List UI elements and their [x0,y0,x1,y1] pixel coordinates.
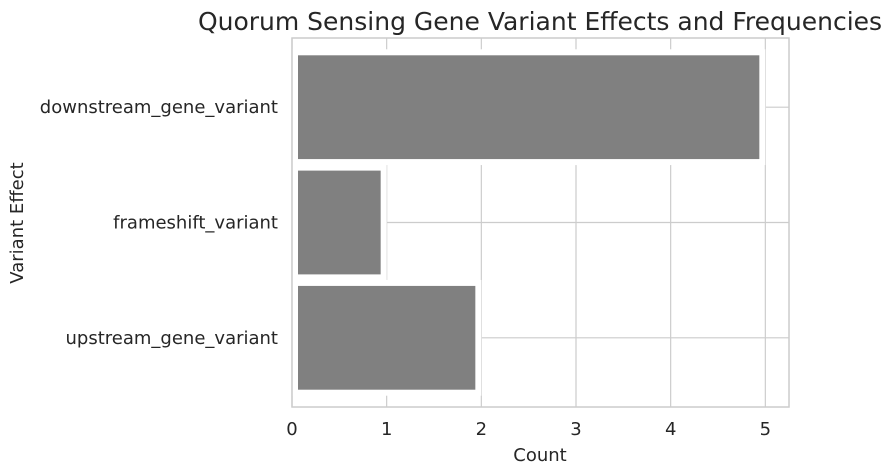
x-axis-label: Count [513,445,566,466]
y-tick-labels: downstream_gene_variant frameshift_varian… [40,97,278,349]
y-tick-label: frameshift_variant [113,213,278,234]
y-axis-label: Variant Effect [7,162,28,283]
x-tick-label: 5 [760,419,771,440]
x-tick-labels: 0 1 2 3 4 5 [286,419,771,440]
plot-frame [291,37,790,408]
x-tick-label: 0 [286,419,297,440]
x-tick-label: 2 [476,419,487,440]
bar-downstream-gene-variant [292,49,766,166]
y-tick-label: downstream_gene_variant [40,97,278,118]
x-tick-label: 4 [665,419,676,440]
bars [292,49,766,396]
x-tick-label: 1 [381,419,392,440]
y-tick-label: upstream_gene_variant [66,328,278,349]
bar-frameshift-variant [292,164,387,281]
chart-title: Quorum Sensing Gene Variant Effects and … [198,7,882,36]
x-tick-label: 3 [570,419,581,440]
bar-upstream-gene-variant [292,279,482,396]
